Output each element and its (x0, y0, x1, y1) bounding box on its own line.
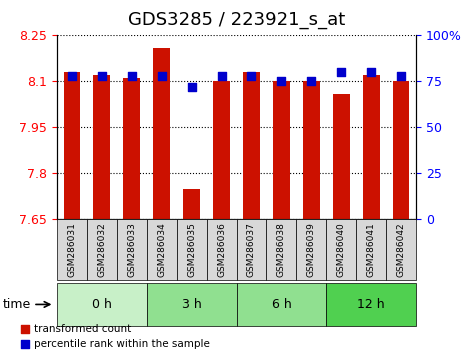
FancyBboxPatch shape (297, 219, 326, 280)
Bar (333, 94, 350, 219)
FancyBboxPatch shape (87, 219, 117, 280)
FancyBboxPatch shape (176, 219, 207, 280)
Point (397, 73, 405, 79)
FancyBboxPatch shape (236, 283, 326, 326)
Text: GSM286039: GSM286039 (307, 222, 316, 277)
Text: GSM286042: GSM286042 (397, 222, 406, 277)
FancyBboxPatch shape (266, 219, 297, 280)
Legend: transformed count, percentile rank within the sample: transformed count, percentile rank withi… (19, 324, 210, 349)
Bar (243, 72, 260, 219)
FancyBboxPatch shape (326, 283, 416, 326)
Text: GSM286034: GSM286034 (157, 222, 166, 277)
Text: GSM286040: GSM286040 (337, 222, 346, 277)
Text: GSM286038: GSM286038 (277, 222, 286, 277)
FancyBboxPatch shape (147, 283, 236, 326)
Bar (393, 81, 410, 219)
Bar (213, 81, 230, 219)
Text: 6 h: 6 h (272, 298, 291, 311)
Point (188, 84, 195, 90)
FancyBboxPatch shape (207, 219, 236, 280)
Text: time: time (2, 298, 31, 311)
Text: GSM286031: GSM286031 (67, 222, 76, 277)
Text: 3 h: 3 h (182, 298, 201, 311)
Point (218, 73, 225, 79)
FancyBboxPatch shape (147, 219, 176, 280)
Bar (303, 81, 320, 219)
Bar (273, 81, 289, 219)
FancyBboxPatch shape (57, 219, 87, 280)
Bar (94, 75, 110, 219)
Point (248, 73, 255, 79)
Point (368, 69, 375, 75)
FancyBboxPatch shape (356, 219, 386, 280)
Point (68, 73, 76, 79)
Bar (184, 189, 200, 219)
Bar (123, 78, 140, 219)
Bar (153, 48, 170, 219)
Bar (363, 75, 379, 219)
Text: GDS3285 / 223921_s_at: GDS3285 / 223921_s_at (128, 11, 345, 29)
Point (98, 73, 105, 79)
FancyBboxPatch shape (117, 219, 147, 280)
Point (128, 73, 135, 79)
Text: GSM286036: GSM286036 (217, 222, 226, 277)
Point (158, 73, 166, 79)
Text: GSM286041: GSM286041 (367, 222, 376, 277)
Point (307, 79, 315, 84)
FancyBboxPatch shape (386, 219, 416, 280)
FancyBboxPatch shape (57, 283, 147, 326)
Text: 0 h: 0 h (92, 298, 112, 311)
Point (278, 79, 285, 84)
Text: GSM286032: GSM286032 (97, 222, 106, 277)
Text: 12 h: 12 h (358, 298, 385, 311)
FancyBboxPatch shape (326, 219, 356, 280)
Bar (63, 72, 80, 219)
Text: GSM286033: GSM286033 (127, 222, 136, 277)
Text: GSM286037: GSM286037 (247, 222, 256, 277)
FancyBboxPatch shape (236, 219, 266, 280)
Point (338, 69, 345, 75)
Text: GSM286035: GSM286035 (187, 222, 196, 277)
